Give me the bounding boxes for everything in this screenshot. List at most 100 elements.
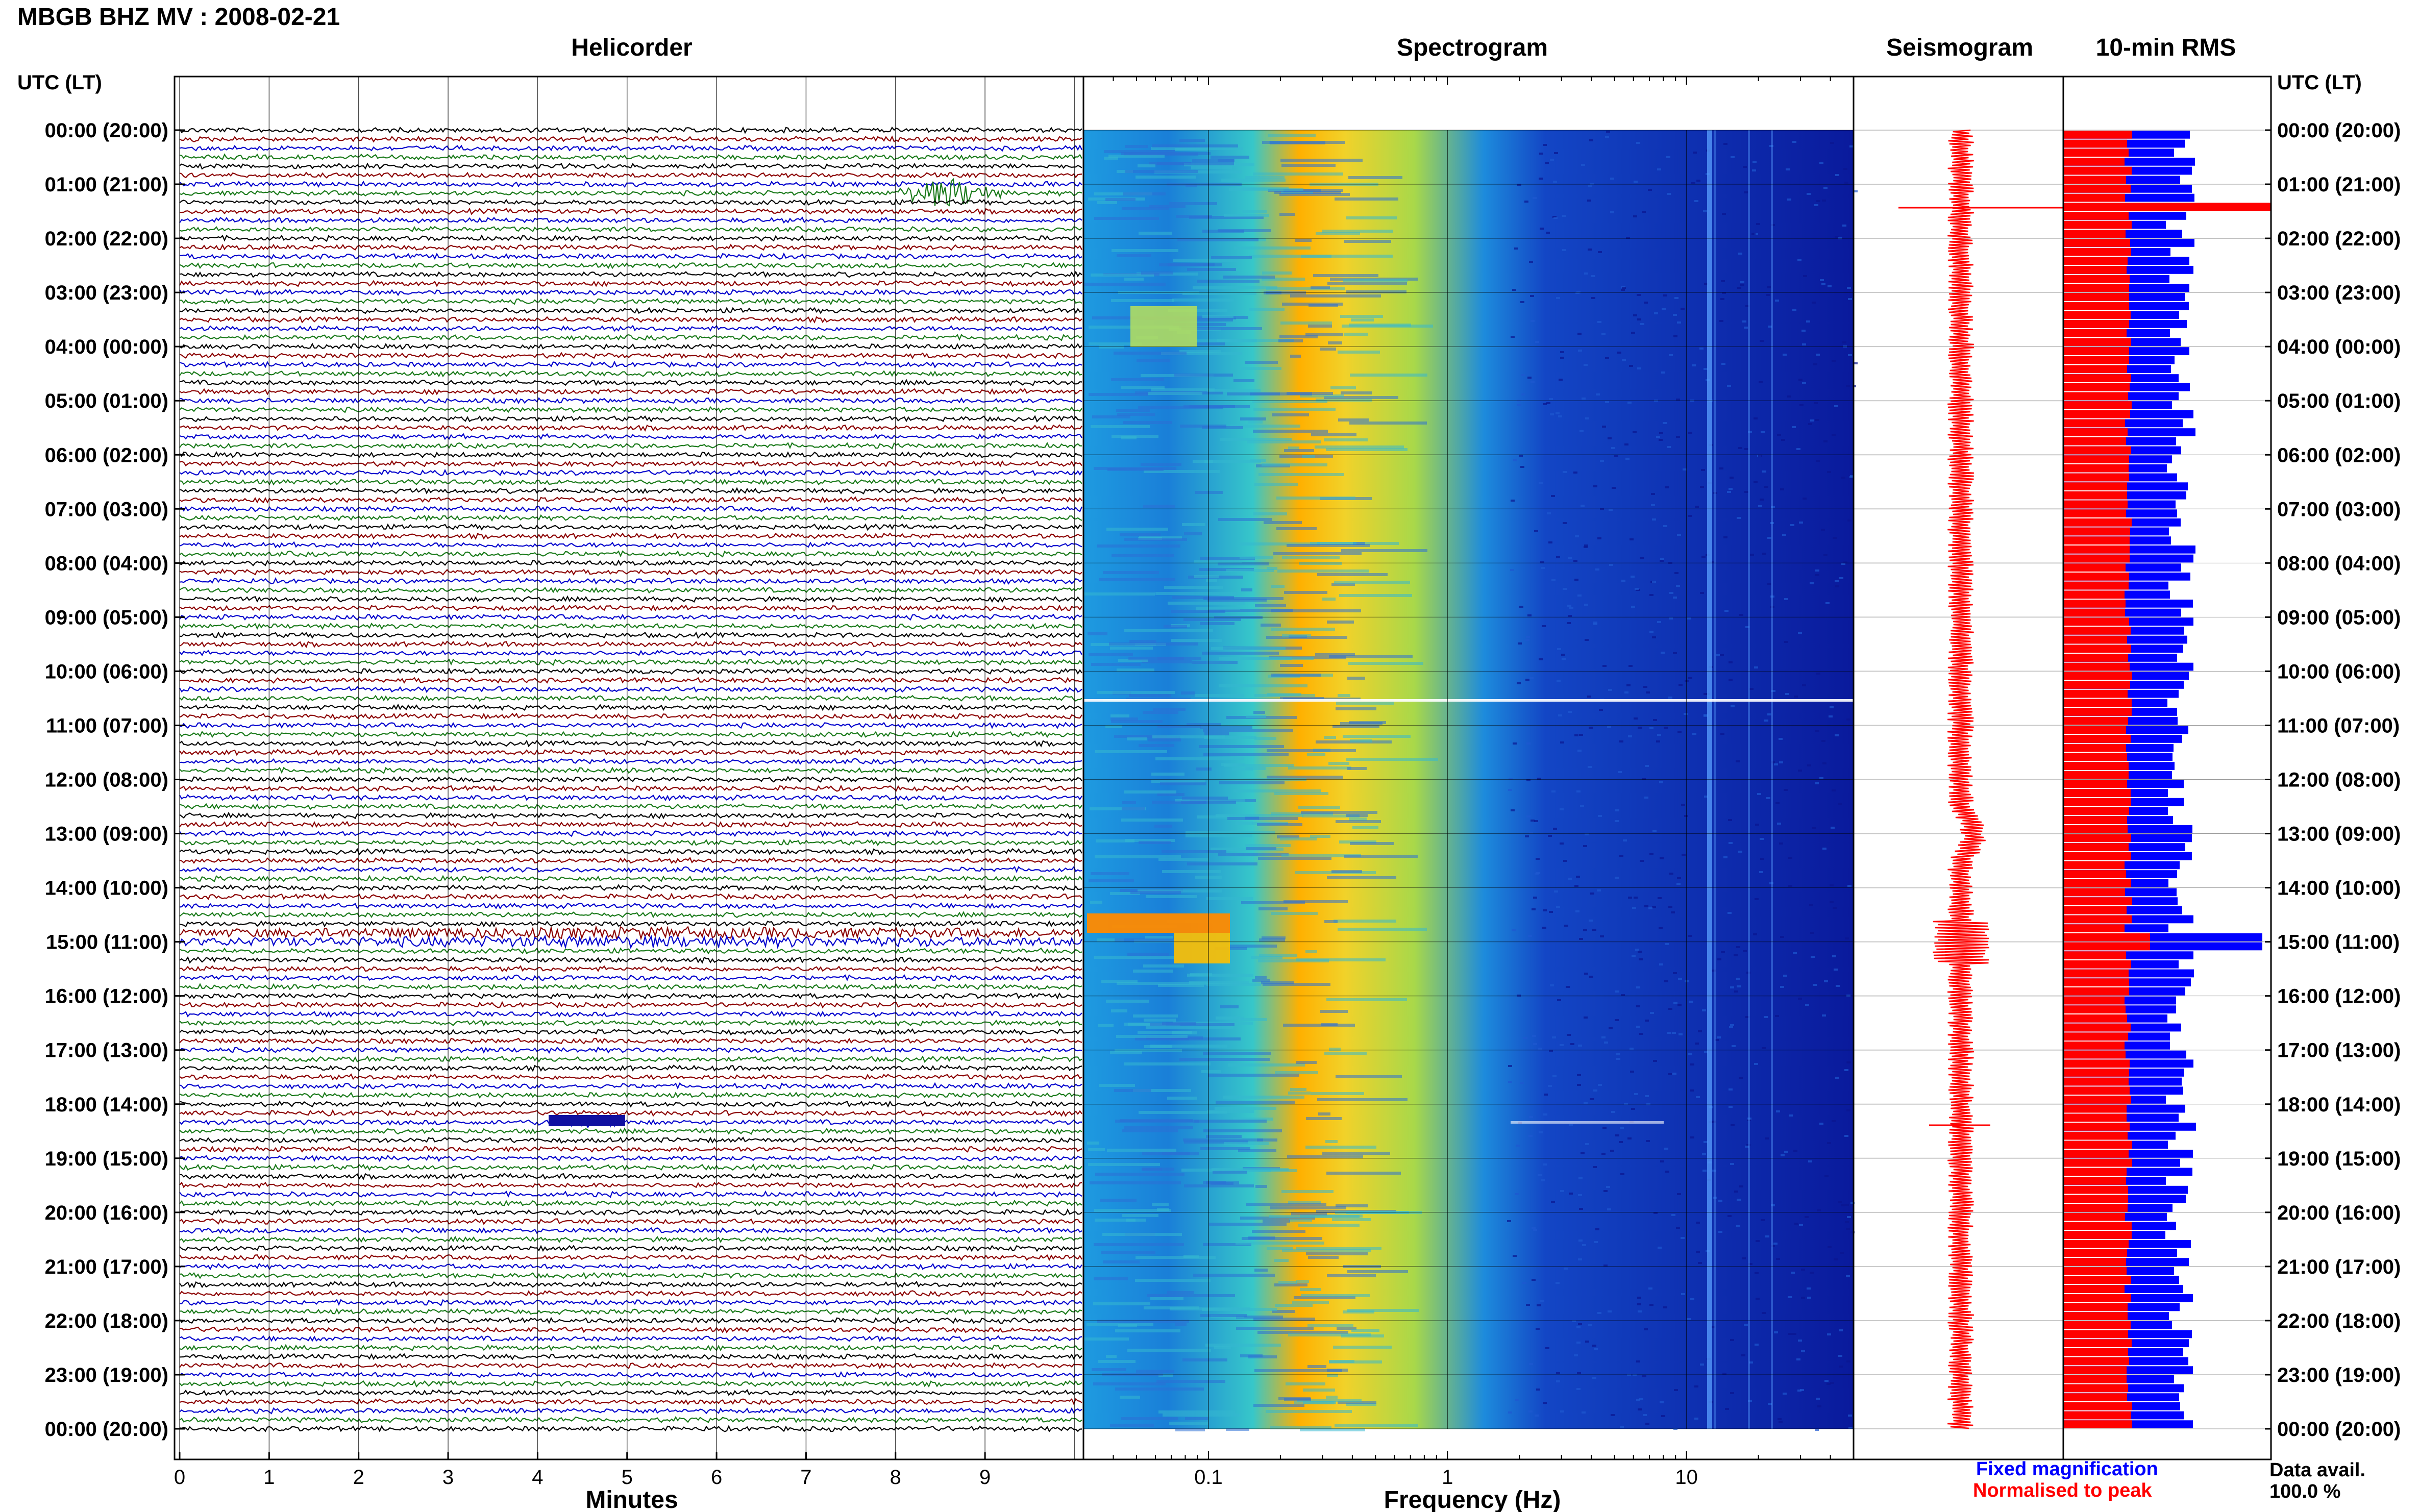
spectrogram-speckle	[1557, 999, 1561, 1001]
spectrogram-stripe	[1155, 592, 1237, 595]
spectrogram-stripe	[1223, 276, 1275, 279]
spectrogram-speckle	[1674, 1389, 1678, 1391]
spectrogram-stripe	[1164, 586, 1223, 589]
spectrogram-stripe	[1230, 945, 1277, 948]
spectrogram-speckle	[1656, 436, 1660, 438]
time-label-right: 02:00 (22:00)	[2277, 228, 2401, 250]
spectrogram-stripe	[1347, 677, 1365, 680]
spectrogram-stripe	[1138, 164, 1155, 167]
rms-bar-normalised	[2063, 708, 2132, 716]
spectrogram-speckle	[1810, 582, 1814, 584]
spectrogram-stripe	[1341, 391, 1372, 394]
spectrogram-stripe	[1248, 420, 1263, 424]
spectrogram-speckle	[1526, 742, 1531, 745]
spectrogram-speckle	[1628, 897, 1632, 899]
spectrogram-stripe	[1300, 1428, 1365, 1431]
spectrogram-speckle	[1517, 404, 1521, 406]
spectrogram-stripe	[1133, 970, 1173, 973]
spectrogram-speckle	[1524, 201, 1528, 203]
spectrogram-speckle	[1528, 1410, 1533, 1412]
spectrogram-speckle	[1835, 734, 1839, 736]
spectrogram-speckle	[1845, 1221, 1849, 1223]
spectrogram-speckle	[1602, 665, 1607, 667]
spectrogram-speckle	[1736, 760, 1740, 762]
spectrogram-speckle	[1774, 1331, 1778, 1333]
time-label-right: 17:00 (13:00)	[2277, 1039, 2401, 1062]
spectrogram-stripe	[1316, 232, 1360, 235]
spectrogram-stripe	[1219, 684, 1307, 687]
spectrogram-speckle	[1734, 1191, 1738, 1193]
helicorder-trace	[179, 1398, 1082, 1405]
spectrogram-stripe	[1151, 773, 1184, 776]
spectrogram-stripe	[1091, 274, 1154, 277]
spectrogram-speckle	[1810, 932, 1814, 934]
spectrogram-stripe	[1186, 834, 1252, 837]
spectrogram-stripe	[1233, 789, 1321, 792]
rms-bar-normalised	[2063, 888, 2125, 897]
spectrogram-speckle	[1652, 581, 1656, 583]
spectrogram-speckle	[1534, 820, 1538, 822]
rms-bar-normalised	[2063, 1312, 2128, 1320]
spectrogram-speckle	[1551, 1201, 1555, 1203]
spectrogram-speckle	[1810, 1272, 1814, 1274]
spectrogram-speckle	[1544, 1094, 1548, 1096]
spectrogram-stripe	[1322, 230, 1393, 233]
helicorder-trace	[179, 568, 1082, 576]
spectrogram-stripe	[1214, 616, 1263, 619]
helicorder-trace	[179, 1326, 1082, 1333]
spectrogram-stripe	[1276, 527, 1317, 530]
time-label-right: 12:00 (08:00)	[2277, 769, 2401, 791]
helicorder-event	[549, 1115, 625, 1126]
spectrogram-speckle	[1622, 359, 1626, 361]
helicorder-trace	[179, 1272, 1082, 1280]
rms-bar-normalised	[2063, 897, 2132, 905]
spectrogram-speckle	[1609, 509, 1613, 511]
spectrogram-speckle	[1623, 839, 1627, 841]
spectrogram-speckle	[1765, 1137, 1769, 1139]
spectrogram-stripe	[1204, 460, 1261, 463]
spectrogram-stripe	[1124, 1126, 1193, 1129]
spectrogram-stripe	[1343, 279, 1408, 282]
spectrogram-speckle	[1787, 199, 1791, 201]
spectrogram-speckle	[1719, 467, 1723, 469]
spectrogram-stripe	[1193, 1274, 1275, 1277]
spectrogram-speckle	[1839, 1366, 1843, 1368]
spectrogram-speckle	[1562, 658, 1566, 660]
spectrogram-stripe	[1353, 542, 1365, 545]
spectrogram-speckle	[1667, 193, 1671, 195]
spectrogram-speckle	[1660, 1401, 1664, 1403]
spectrogram-speckle	[1822, 762, 1826, 764]
spectrogram-speckle	[1712, 1121, 1716, 1123]
spectrogram-stripe	[1215, 947, 1247, 950]
spectrogram-speckle	[1533, 1229, 1537, 1231]
spectrogram-speckle	[1850, 1202, 1855, 1204]
spectrogram-speckle	[1632, 907, 1636, 909]
spectrogram-speckle	[1535, 873, 1539, 875]
rms-bar-normalised	[2063, 1086, 2130, 1095]
spectrogram-speckle	[1594, 1348, 1598, 1350]
spectrogram-stripe	[1164, 625, 1187, 628]
spectrogram-stripe	[1157, 1208, 1169, 1211]
spectrogram-speckle	[1543, 1402, 1547, 1404]
time-label-right: 00:00 (20:00)	[2277, 119, 2401, 142]
spectrogram-speckle	[1560, 1044, 1564, 1046]
spectrogram-stripe	[1246, 715, 1266, 718]
spectrogram-stripe	[1279, 335, 1318, 338]
spectrogram-speckle	[1657, 168, 1661, 170]
spectrogram-stripe	[1251, 956, 1282, 959]
spectrogram-stripe	[1338, 694, 1350, 697]
rms-bar-normalised	[2063, 1104, 2127, 1113]
rms-bar-normalised	[2063, 455, 2129, 463]
spectrogram-speckle	[1788, 1296, 1792, 1298]
spectrogram-stripe	[1141, 271, 1173, 275]
spectrogram-speckle	[1766, 797, 1770, 799]
spectrogram-speckle	[1589, 139, 1593, 141]
spectrogram-speckle	[1742, 1257, 1746, 1259]
spectrogram-stripe	[1153, 708, 1186, 711]
spectrogram-stripe	[1101, 980, 1138, 983]
spectrogram-speckle	[1602, 1127, 1607, 1129]
spectrogram-speckle	[1701, 469, 1705, 471]
spectrogram-stripe	[1187, 974, 1253, 977]
spectrogram-stripe	[1139, 232, 1172, 235]
spectrogram-speckle	[1537, 1304, 1541, 1306]
